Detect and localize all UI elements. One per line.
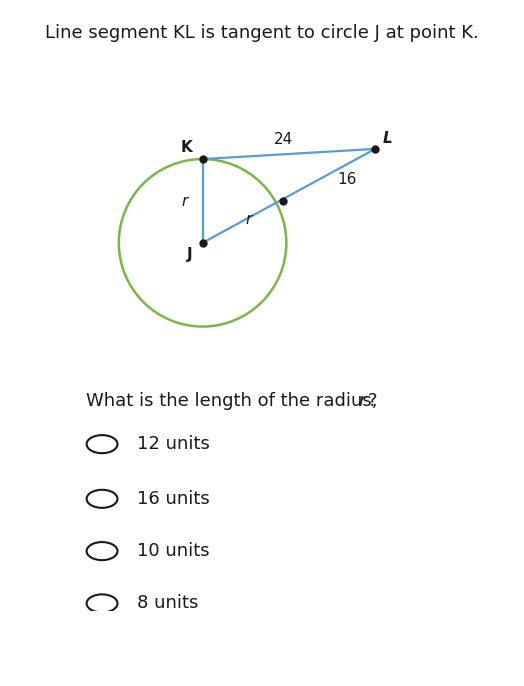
Text: r: r <box>358 392 365 410</box>
Text: 8 units: 8 units <box>137 594 198 613</box>
Text: 10 units: 10 units <box>137 542 209 560</box>
Text: L: L <box>383 131 392 146</box>
Text: ?: ? <box>368 392 378 410</box>
Text: J: J <box>187 247 192 262</box>
Text: Line segment KL is tangent to circle J at point K.: Line segment KL is tangent to circle J a… <box>45 24 479 42</box>
Text: 12 units: 12 units <box>137 435 210 453</box>
Text: K: K <box>181 141 192 156</box>
Text: r: r <box>245 213 252 228</box>
Text: What is the length of the radius,: What is the length of the radius, <box>86 392 383 410</box>
Text: r: r <box>182 193 188 209</box>
Text: 24: 24 <box>274 132 293 147</box>
Text: 16 units: 16 units <box>137 490 209 508</box>
Text: 16: 16 <box>337 172 356 187</box>
